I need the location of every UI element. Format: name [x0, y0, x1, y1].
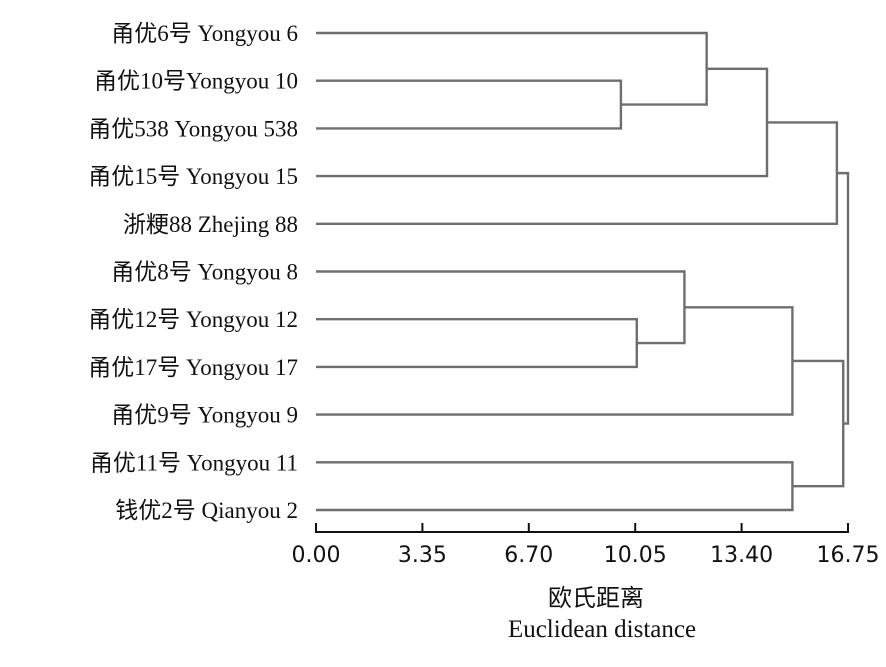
leaf-label: 钱优2号 Qianyou 2	[115, 498, 298, 523]
merge-link	[792, 359, 845, 488]
leaf-labels: 甬优6号 Yongyou 6 甬优10号Yongyou 10 甬优538 Yongy…	[88, 21, 298, 523]
leaf-label: 甬优10号Yongyou 10	[94, 69, 298, 94]
merge-link	[316, 31, 708, 106]
x-tick-label: 0.00	[292, 543, 341, 568]
x-tick-label: 10.05	[604, 543, 667, 568]
leaf-label: 甬优17号 Yongyou 17	[88, 355, 298, 380]
leaf-label: 甬优12号 Yongyou 12	[88, 307, 298, 332]
x-axis: 0.00 3.35 6.70 10.05 13.40 16.75	[292, 523, 880, 568]
merge-link	[316, 270, 686, 345]
leaf-label: 甬优6号 Yongyou 6	[111, 21, 298, 46]
merge-link	[316, 79, 623, 130]
x-axis-title-en: Euclidean distance	[508, 616, 696, 643]
leaf-label: 甬优11号 Yongyou 11	[90, 450, 298, 475]
leaf-label: 甬优538 Yongyou 538	[88, 116, 298, 141]
x-tick-label: 13.40	[710, 543, 773, 568]
merge-link	[316, 461, 794, 512]
leaf-label: 甬优9号 Yongyou 9	[111, 403, 298, 428]
x-ticks: 0.00 3.35 6.70 10.05 13.40 16.75	[292, 523, 880, 568]
dendrogram-links	[316, 31, 850, 512]
merge-link	[316, 121, 839, 225]
merge-link	[836, 171, 850, 425]
leaf-label: 甬优8号 Yongyou 8	[111, 260, 298, 285]
x-tick-label: 3.35	[398, 543, 447, 568]
merge-link	[316, 318, 638, 369]
x-tick-label: 6.70	[504, 543, 553, 568]
merge-link	[316, 67, 769, 178]
merge-link	[316, 306, 794, 416]
x-axis-title-cn: 欧氏距离	[548, 584, 644, 612]
leaf-label: 甬优15号 Yongyou 15	[88, 164, 298, 189]
x-tick-label: 16.75	[817, 543, 880, 568]
leaf-label: 浙粳88 Zhejing 88	[123, 212, 298, 237]
